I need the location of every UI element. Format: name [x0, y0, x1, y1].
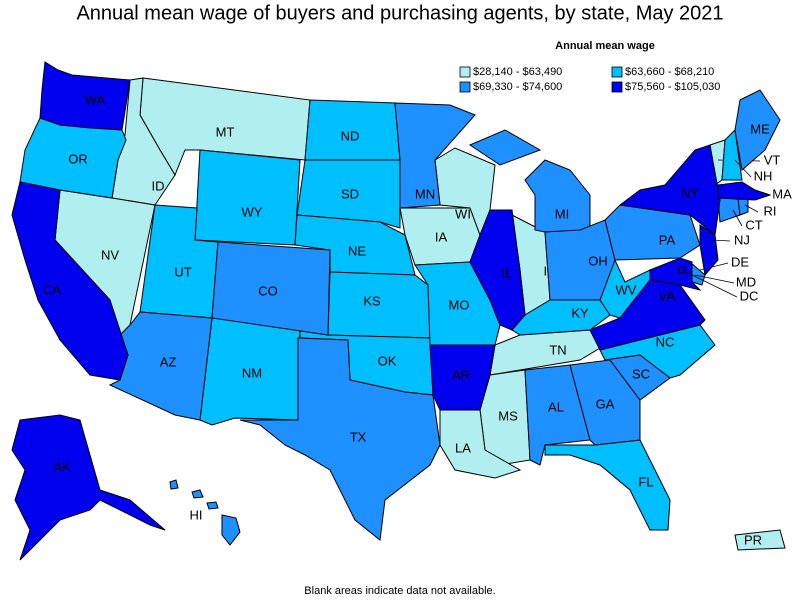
state-label: MS	[498, 408, 518, 423]
state	[721, 128, 743, 181]
state-label: VA	[659, 288, 676, 303]
state-label: NH	[754, 168, 773, 183]
state-label: NM	[242, 365, 262, 380]
state-label: DE	[731, 254, 749, 269]
state-label: PA	[659, 232, 676, 247]
title: Annual mean wage of buyers and purchasin…	[76, 2, 723, 24]
state	[211, 241, 331, 336]
leader-line	[694, 274, 735, 284]
state	[717, 197, 741, 223]
state-label: DC	[740, 288, 759, 303]
state-label: ME	[750, 121, 770, 136]
state	[169, 479, 241, 546]
state-label: LA	[455, 440, 471, 455]
legend-swatch	[459, 81, 471, 93]
state	[239, 337, 441, 541]
state-label: MO	[449, 297, 470, 312]
state-label: SC	[632, 366, 650, 381]
footnote: Blank areas indicate data not available.	[304, 585, 495, 597]
legend-label: $28,140 - $63,490	[473, 66, 562, 78]
state	[544, 219, 616, 301]
state-label: OR	[68, 151, 88, 166]
state-label: MI	[555, 206, 569, 221]
state	[737, 197, 749, 216]
state-label: SD	[341, 186, 359, 201]
state-label: WA	[85, 92, 106, 107]
leader-line	[744, 204, 759, 213]
states: MTIDNVIAWIINTNMSLAVTPRORNDSDWYUTNEKSNMOK…	[11, 61, 792, 561]
state-label: ID	[152, 178, 165, 193]
state	[734, 529, 786, 551]
state-label: AZ	[160, 354, 177, 369]
state	[618, 144, 721, 236]
state-label: ND	[341, 128, 360, 143]
state	[734, 89, 781, 171]
leader-line	[681, 269, 738, 298]
state-label: NC	[656, 334, 675, 349]
state	[39, 61, 131, 131]
state-label: NV	[101, 247, 119, 262]
state	[429, 344, 496, 411]
state-label: MT	[216, 124, 235, 139]
state-label: NY	[681, 185, 699, 200]
state-label: OK	[378, 353, 397, 368]
state-label: MD	[736, 274, 756, 289]
state-label: NE	[348, 243, 366, 258]
state-label: VT	[764, 152, 781, 167]
state	[589, 279, 706, 351]
state	[394, 102, 476, 209]
state-label: IA	[435, 229, 448, 244]
leader-line	[732, 209, 743, 227]
state-label: HI	[190, 507, 203, 522]
state-label: WY	[242, 204, 263, 219]
state-label: MA	[772, 186, 792, 201]
state-label: FL	[638, 474, 653, 489]
state-label: TN	[549, 342, 566, 357]
legend-swatch	[611, 81, 623, 93]
state-label: OH	[588, 253, 608, 268]
state-label: NJ	[734, 232, 750, 247]
legend-label: $75,560 - $105,030	[625, 81, 720, 93]
state	[439, 409, 522, 479]
legend-title: Annual mean wage	[555, 40, 655, 52]
state	[469, 209, 526, 331]
leader-line	[711, 239, 731, 242]
state-label: GA	[596, 396, 615, 411]
state-label: CO	[258, 283, 278, 298]
legend: $28,140 - $63,490 $63,660 - $68,210 $69,33…	[459, 66, 720, 93]
state	[11, 181, 129, 381]
legend-label: $63,660 - $68,210	[625, 66, 714, 78]
state	[11, 414, 166, 561]
legend-swatch	[611, 66, 623, 78]
state-label: TX	[350, 429, 367, 444]
state-label: KY	[571, 305, 589, 320]
state-label: AR	[452, 367, 470, 382]
state-label: MN	[415, 186, 435, 201]
state-label: WI	[455, 206, 471, 221]
state-label: AK	[53, 459, 71, 474]
state-label: PR	[744, 532, 762, 547]
legend-label: $69,330 - $74,600	[473, 81, 562, 93]
state-label: AL	[548, 399, 564, 414]
state-label: WV	[616, 282, 637, 297]
state-label: UT	[174, 264, 191, 279]
state	[699, 224, 719, 277]
state	[604, 354, 671, 401]
state	[194, 149, 301, 246]
leader-line	[759, 191, 771, 196]
legend-swatch	[459, 66, 471, 78]
state-label: CT	[745, 217, 762, 232]
state-label: RI	[764, 203, 777, 218]
state-label: KS	[363, 293, 381, 308]
state-label: IL	[502, 265, 513, 280]
state	[108, 311, 213, 421]
state	[296, 159, 401, 229]
state-label: CA	[43, 282, 61, 297]
state	[717, 181, 772, 201]
